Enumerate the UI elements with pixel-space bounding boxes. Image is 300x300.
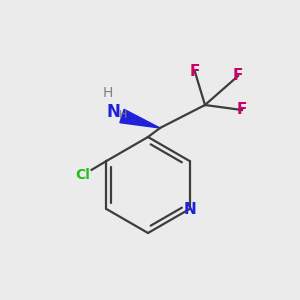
Text: N: N [106, 103, 120, 121]
Text: F: F [190, 64, 200, 80]
Text: F: F [233, 68, 243, 83]
Polygon shape [120, 109, 160, 128]
Text: H: H [103, 86, 113, 100]
Text: F: F [237, 103, 247, 118]
Text: H: H [119, 110, 127, 120]
Text: N: N [183, 202, 196, 217]
Text: Cl: Cl [76, 168, 90, 182]
